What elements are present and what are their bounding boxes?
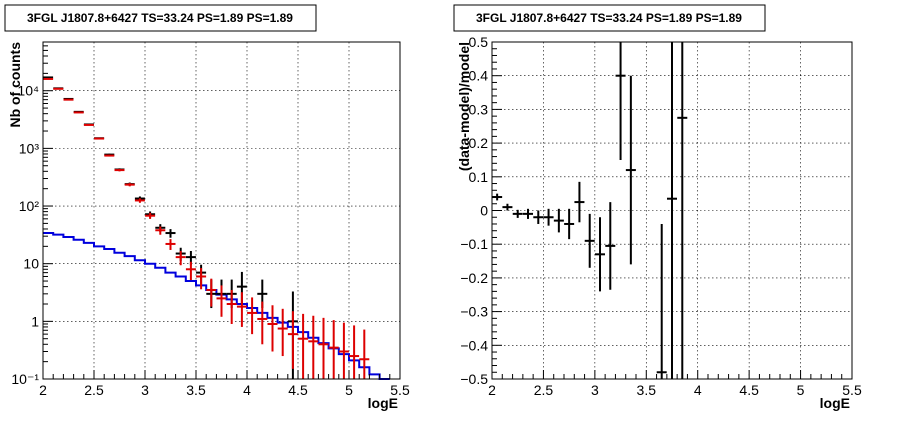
residual-y-tick-label: −0.2 xyxy=(460,270,488,286)
residual-point xyxy=(656,223,667,379)
residual-xlabel: logE xyxy=(820,395,850,411)
counts-y-tick-label: 10² xyxy=(19,198,40,214)
counts-model-point xyxy=(277,308,288,357)
counts-y-tick-label: 10⁴ xyxy=(17,83,39,99)
counts-axes: 2 2.5 3 3.5 4 4.5 5 5.5 10⁻¹ 1 10 10² 10³ 10⁴ xyxy=(11,41,410,398)
counts-x-tick-label: 3.5 xyxy=(186,382,206,398)
counts-model-point xyxy=(338,322,349,379)
counts-y-tick-label: 10 xyxy=(23,256,39,272)
counts-model-point xyxy=(359,329,370,379)
residual-y-tick-label: 0.3 xyxy=(469,101,489,117)
residual-x-tick-label: 2.5 xyxy=(534,382,554,398)
counts-x-tick-label: 5.5 xyxy=(390,382,410,398)
residual-point xyxy=(574,181,585,223)
counts-model-point xyxy=(236,292,247,327)
residual-x-tick-label: 5 xyxy=(797,382,805,398)
residual-point xyxy=(625,75,636,265)
residual-y-tick-label: 0 xyxy=(480,203,488,219)
residual-y-tick-label: 0.4 xyxy=(469,68,489,84)
counts-model-point xyxy=(175,250,186,266)
residual-ylabel: (data-model)/model xyxy=(456,42,472,171)
residual-point xyxy=(605,202,616,290)
residual-point xyxy=(564,208,575,240)
counts-y-tick-label: 10⁻¹ xyxy=(11,371,39,387)
residual-y-tick-label: −0.4 xyxy=(460,337,488,353)
residual-point xyxy=(667,42,677,379)
counts-model-point xyxy=(185,261,196,281)
counts-data-marks xyxy=(43,76,390,380)
residual-y-tick-label: −0.1 xyxy=(460,236,488,252)
residual-y-tick-label: 0.2 xyxy=(469,135,489,151)
counts-model-point xyxy=(63,98,74,101)
residual-point xyxy=(615,42,626,160)
counts-model-point xyxy=(104,154,115,157)
residual-point xyxy=(512,209,523,218)
counts-grid xyxy=(43,42,400,379)
residual-axes: 2 2.5 3 3.5 4 4.5 5 5.5 −0.5 −0.4 −0.3 −0.2 −0.1 0 0.1… xyxy=(460,34,862,398)
counts-model-point xyxy=(94,137,105,140)
counts-model-point xyxy=(328,320,339,379)
residual-point xyxy=(502,203,513,211)
counts-y-tick-label: 1 xyxy=(31,313,39,329)
residual-y-tick-label: −0.3 xyxy=(460,304,488,320)
counts-model-point xyxy=(114,168,125,172)
residual-x-tick-label: 4.5 xyxy=(739,382,759,398)
counts-model-point xyxy=(165,239,176,250)
counts-title-box: 3FGL J1807.8+6427 TS=33.24 PS=1.89 PS=1.… xyxy=(4,4,317,32)
residual-point xyxy=(523,208,533,219)
counts-model-point xyxy=(83,123,94,126)
residual-point xyxy=(543,208,554,226)
residual-y-tick-label: 0.5 xyxy=(469,34,489,50)
residual-x-tick-label: 2 xyxy=(488,382,496,398)
counts-model-point xyxy=(257,301,268,345)
counts-model-point xyxy=(267,305,278,352)
residual-x-tick-label: 3.5 xyxy=(637,382,657,398)
counts-model-point xyxy=(216,285,227,317)
counts-x-tick-label: 3 xyxy=(141,382,149,398)
counts-model-point xyxy=(349,325,360,379)
residual-point xyxy=(533,210,544,224)
residual-point xyxy=(595,217,605,292)
residual-point xyxy=(677,42,688,379)
counts-x-tick-label: 4.5 xyxy=(288,382,308,398)
counts-y-tick-label: 10³ xyxy=(19,140,40,156)
counts-model-point xyxy=(226,289,237,324)
residual-y-tick-label: −0.5 xyxy=(460,371,488,387)
residual-panel: 3FGL J1807.8+6427 TS=33.24 PS=1.89 PS=1.… xyxy=(453,4,862,411)
counts-model-point xyxy=(73,111,84,114)
counts-model-point xyxy=(124,183,135,187)
counts-ylabel: Nb of counts xyxy=(7,42,23,128)
residual-point xyxy=(553,208,564,233)
counts-model-step-line xyxy=(43,232,390,380)
residual-x-tick-label: 5.5 xyxy=(842,382,862,398)
counts-x-tick-label: 2.5 xyxy=(84,382,104,398)
counts-model-point xyxy=(196,268,207,290)
counts-model-point xyxy=(145,212,156,219)
counts-plot-frame xyxy=(42,41,401,380)
residual-point xyxy=(584,213,595,268)
residual-x-tick-label: 3 xyxy=(591,382,599,398)
counts-model-point xyxy=(134,198,145,203)
counts-model-point xyxy=(155,226,166,235)
counts-model-point xyxy=(318,317,329,379)
counts-panel: 3FGL J1807.8+6427 TS=33.24 PS=1.89 PS=1.… xyxy=(4,4,410,411)
counts-x-tick-label: 4 xyxy=(243,382,251,398)
counts-xlabel: logE xyxy=(368,395,398,411)
counts-model-point xyxy=(247,297,258,335)
counts-model-point xyxy=(287,311,298,369)
counts-title: 3FGL J1807.8+6427 TS=33.24 PS=1.89 PS=1.… xyxy=(27,11,293,25)
counts-model-point xyxy=(308,315,319,379)
residual-x-tick-label: 4 xyxy=(694,382,702,398)
counts-x-tick-label: 2 xyxy=(39,382,47,398)
residual-title: 3FGL J1807.8+6427 TS=33.24 PS=1.89 PS=1.… xyxy=(476,11,742,25)
counts-model-point xyxy=(298,313,309,379)
residual-y-tick-label: 0.1 xyxy=(469,169,489,185)
residual-data-marks xyxy=(492,42,688,379)
counts-data-point xyxy=(165,229,176,238)
counts-model-point xyxy=(206,278,217,307)
counts-x-tick-label: 5 xyxy=(345,382,353,398)
residual-title-box: 3FGL J1807.8+6427 TS=33.24 PS=1.89 PS=1.… xyxy=(453,4,766,32)
